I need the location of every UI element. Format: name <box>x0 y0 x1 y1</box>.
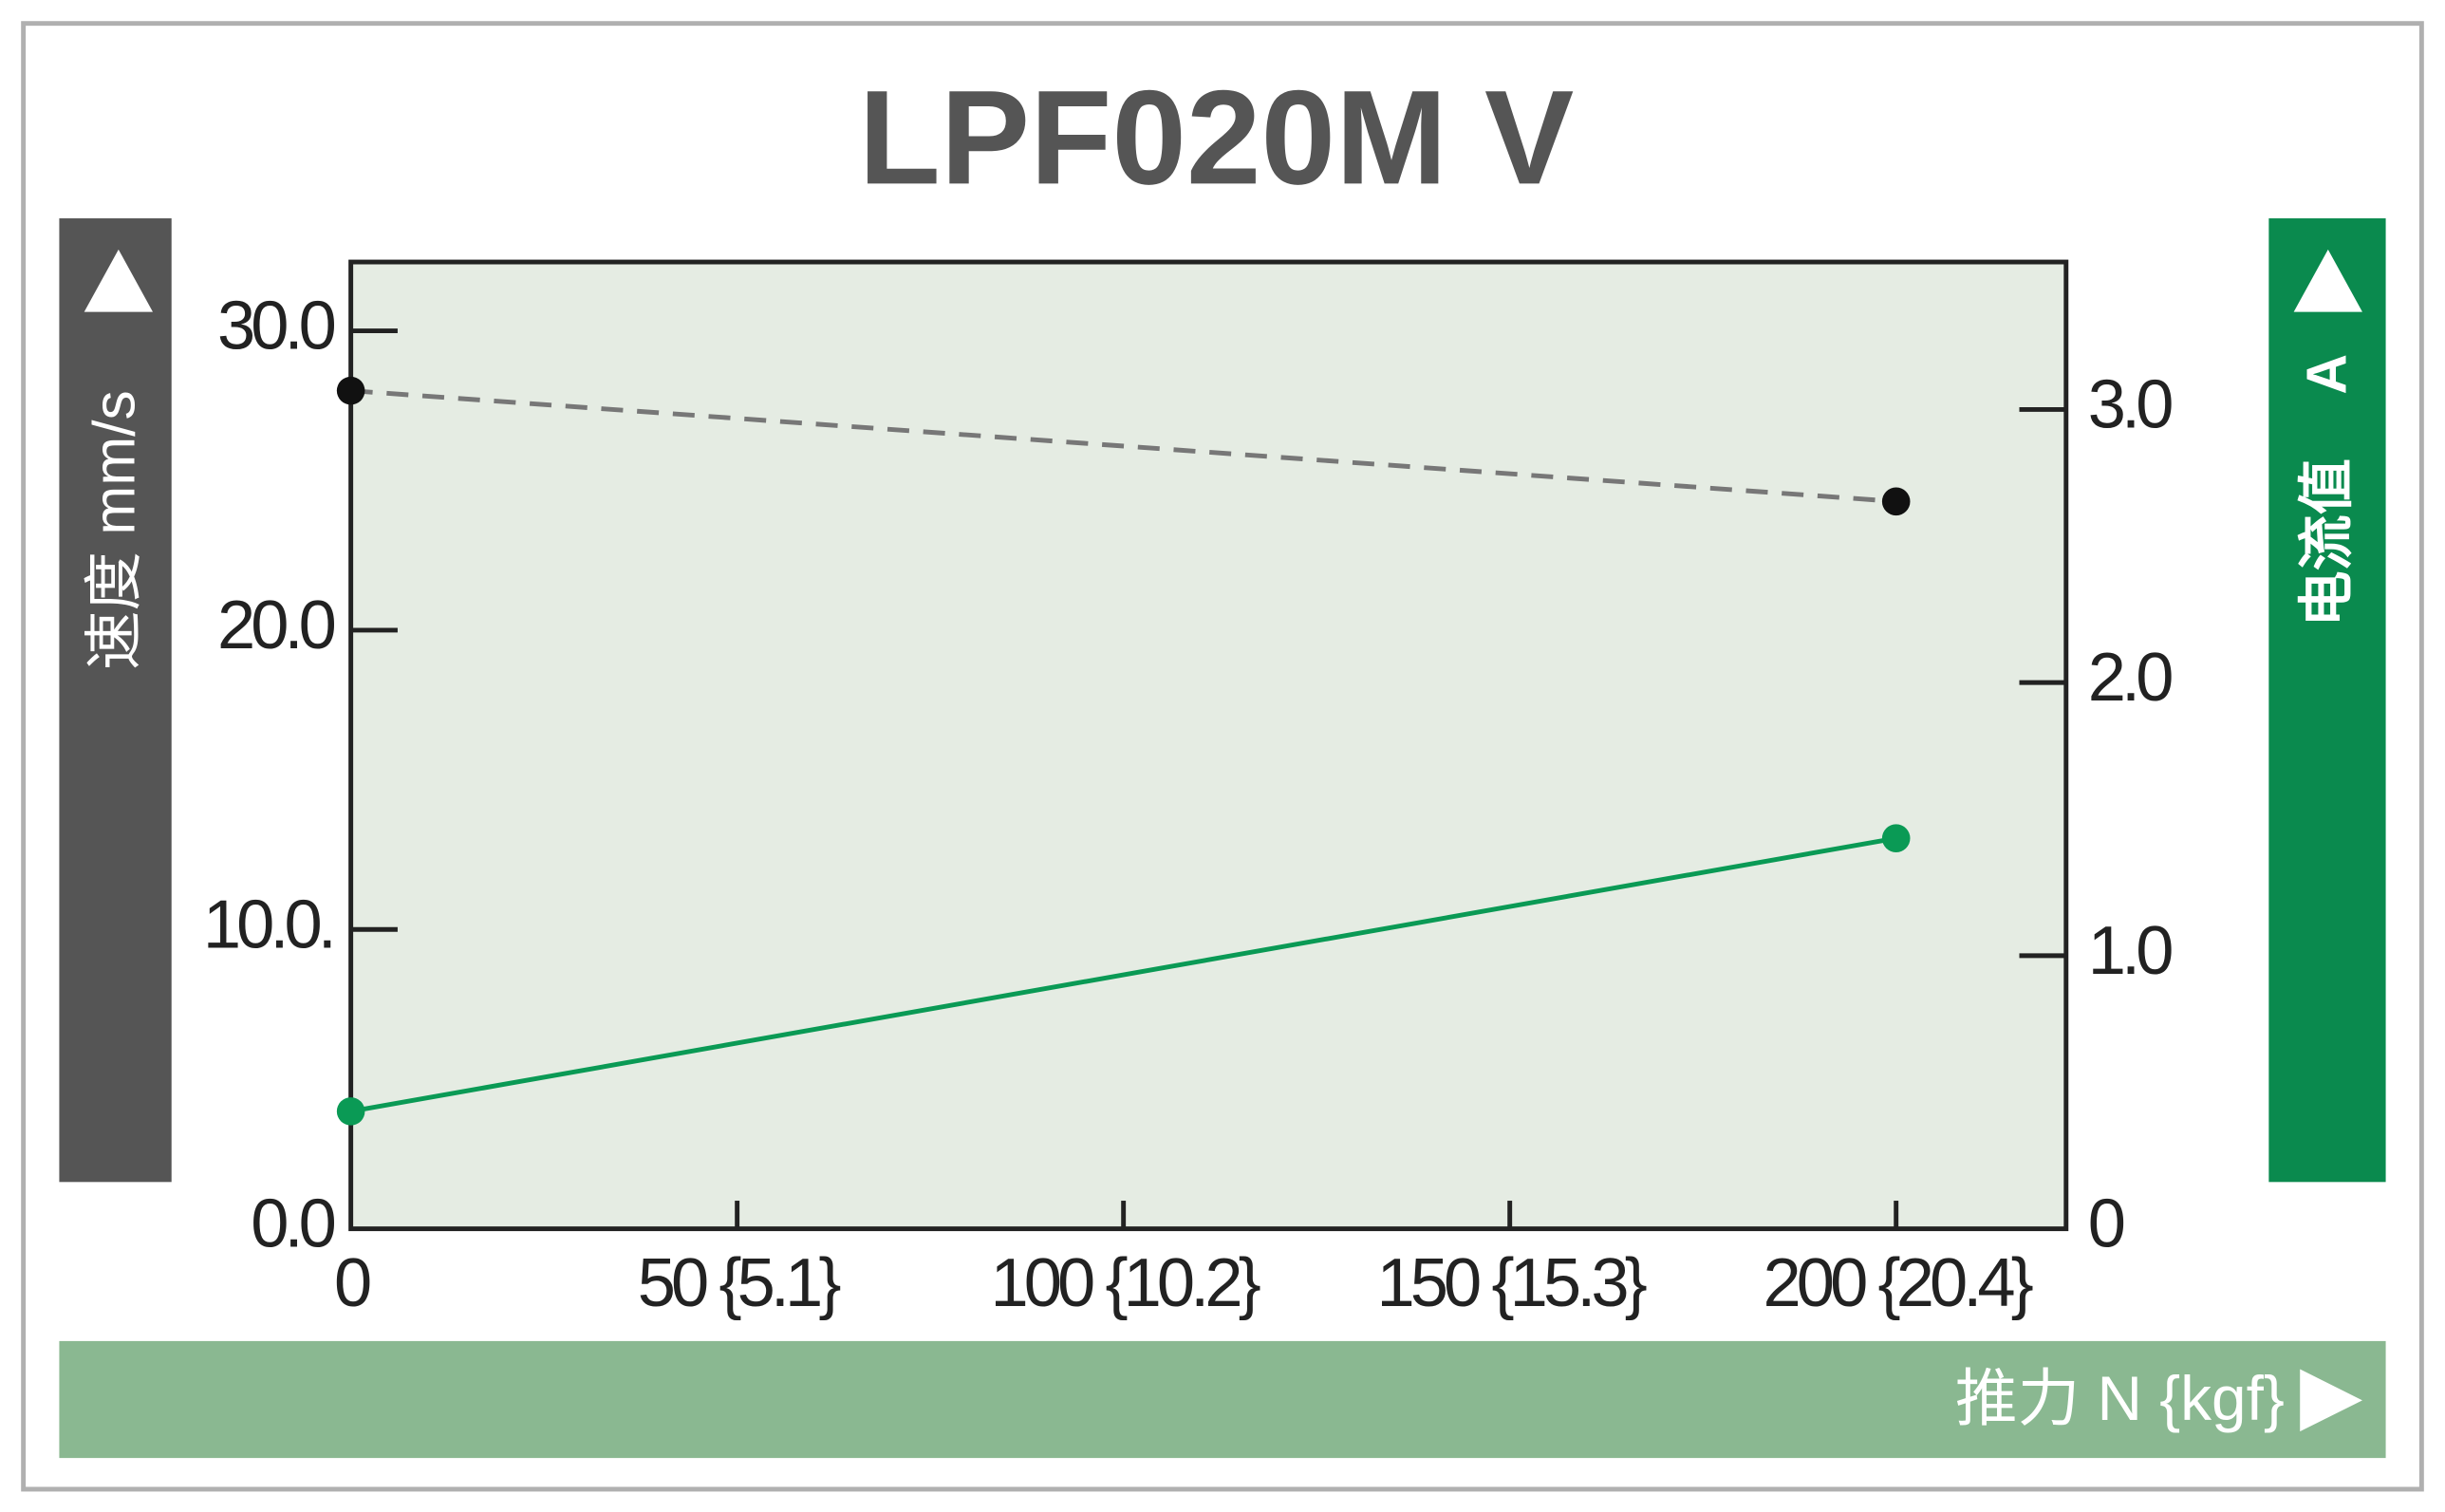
y2-tick-label: 0 <box>2088 1186 2124 1262</box>
x-tick-label: 100 {10.2} <box>991 1245 1260 1321</box>
x-label-bar <box>59 1340 2386 1459</box>
x-tick-label: 200 {20.4} <box>1764 1245 2033 1321</box>
y-tick-label: 0.0 <box>251 1186 334 1262</box>
y-tick-label: 30.0 <box>217 289 335 364</box>
y2-tick-label: 3.0 <box>2088 367 2172 443</box>
data-point <box>1881 487 1911 516</box>
x-tick-label: 50 {5.1} <box>638 1245 841 1321</box>
y-label-bar <box>59 218 172 1183</box>
y-axis-label: 速度 mm/s <box>81 390 147 670</box>
data-point <box>336 1097 365 1126</box>
y2-tick-label: 1.0 <box>2088 913 2172 989</box>
y-tick-label: 10.0. <box>203 887 332 962</box>
arrow <box>2293 249 2362 312</box>
arrow <box>84 249 153 312</box>
x-tick-label: 150 {15.3} <box>1377 1245 1647 1321</box>
chart-title: LPF020M V <box>859 62 1575 212</box>
y2-unit: A <box>2295 354 2359 395</box>
y2-axis-label: 电流值 <box>2295 458 2359 626</box>
y2-tick-label: 2.0 <box>2088 640 2172 716</box>
data-point <box>336 376 365 405</box>
y-tick-label: 20.0 <box>217 588 335 663</box>
plot-area <box>348 259 2069 1232</box>
series-line <box>350 835 1897 1114</box>
series-line <box>350 388 1896 504</box>
x-tick-label: 0 <box>334 1245 370 1321</box>
data-point <box>1881 824 1911 852</box>
arrow <box>2300 1369 2362 1432</box>
x-axis-label: 推力 N {kgf} <box>1955 1364 2285 1433</box>
y2-label-bar <box>2268 218 2386 1183</box>
